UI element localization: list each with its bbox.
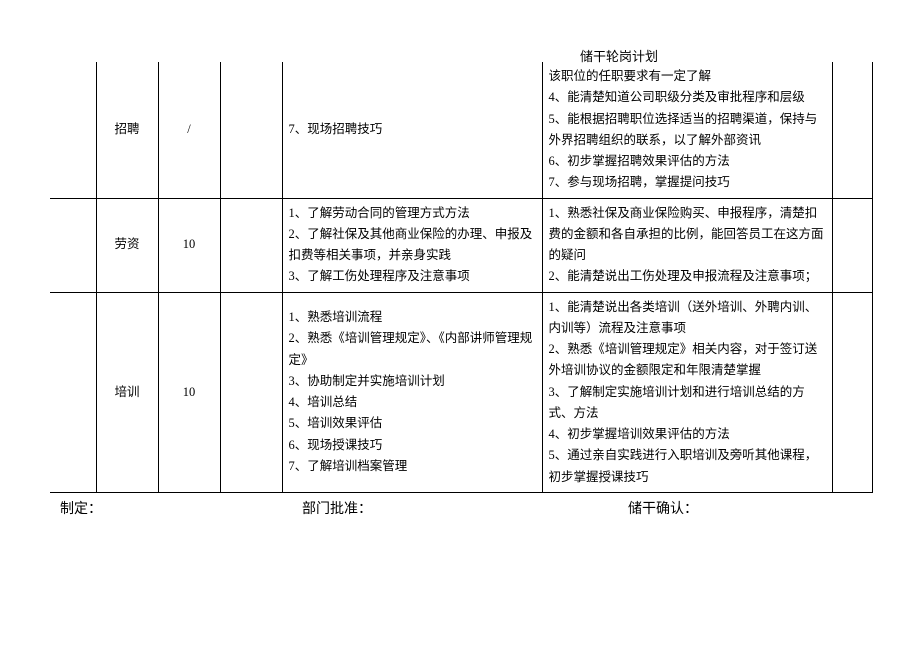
cell-number: / [158, 62, 220, 198]
cell-number: 10 [158, 292, 220, 492]
rotation-plan-table: 招聘 / 7、现场招聘技巧 该职位的任职要求有一定了解 4、能清楚知道公司职级分… [50, 62, 873, 493]
cell-blank [832, 292, 872, 492]
cell-blank [220, 292, 282, 492]
signatures-row: 制定： 部门批准： 储干确认： [60, 498, 872, 518]
signature-dept-approve: 部门批准： [302, 498, 372, 518]
cell-blank [832, 62, 872, 198]
cell-number: 10 [158, 198, 220, 292]
table-row: 培训 10 1、熟悉培训流程 2、熟悉《培训管理规定》、《内部讲师管理规定》 3… [50, 292, 872, 492]
cell-blank [50, 62, 96, 198]
table-row: 招聘 / 7、现场招聘技巧 该职位的任职要求有一定了解 4、能清楚知道公司职级分… [50, 62, 872, 198]
table-body: 招聘 / 7、现场招聘技巧 该职位的任职要求有一定了解 4、能清楚知道公司职级分… [50, 62, 872, 492]
cell-category: 培训 [96, 292, 158, 492]
cell-requirements: 1、熟悉社保及商业保险购买、申报程序，清楚扣费的金额和各自承担的比例，能回答员工… [542, 198, 832, 292]
cell-items: 1、了解劳动合同的管理方式方法 2、了解社保及其他商业保险的办理、申报及扣费等相… [282, 198, 542, 292]
cell-blank [50, 292, 96, 492]
cell-items: 7、现场招聘技巧 [282, 62, 542, 198]
signature-maker: 制定： [60, 498, 102, 518]
table-row: 劳资 10 1、了解劳动合同的管理方式方法 2、了解社保及其他商业保险的办理、申… [50, 198, 872, 292]
signature-cadre-confirm: 储干确认： [628, 498, 698, 518]
cell-blank [832, 198, 872, 292]
cell-blank [50, 198, 96, 292]
cell-blank [220, 62, 282, 198]
cell-requirements: 1、能清楚说出各类培训（送外培训、外聘内训、内训等）流程及注意事项 2、熟悉《培… [542, 292, 832, 492]
cell-category: 劳资 [96, 198, 158, 292]
cell-items: 1、熟悉培训流程 2、熟悉《培训管理规定》、《内部讲师管理规定》 3、协助制定并… [282, 292, 542, 492]
cell-blank [220, 198, 282, 292]
cell-requirements: 该职位的任职要求有一定了解 4、能清楚知道公司职级分类及审批程序和层级 5、能根… [542, 62, 832, 198]
cell-category: 招聘 [96, 62, 158, 198]
